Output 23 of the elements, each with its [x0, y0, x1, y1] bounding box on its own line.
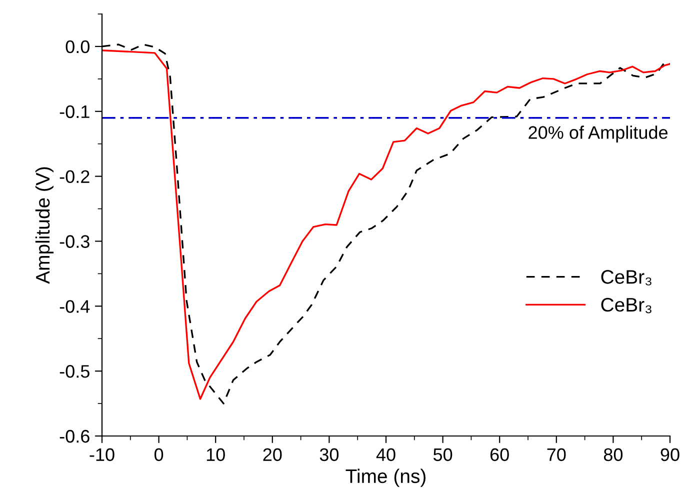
y-tick-label: -0.1	[60, 105, 90, 118]
x-tick-label: 80	[604, 448, 623, 462]
x-tick-label: 0	[154, 448, 164, 462]
legend-label: CeBr₃	[601, 270, 652, 286]
x-tick-label: 10	[206, 448, 225, 462]
y-tick-label: -0.2	[60, 170, 90, 184]
y-tick-label: -0.4	[60, 300, 90, 313]
y-tick-label: -0.3	[60, 235, 90, 248]
x-tick-label: 50	[433, 448, 452, 462]
legend-label: CeBr₃	[601, 298, 652, 314]
x-tick-label: 40	[376, 448, 396, 462]
y-tick-label: -0.6	[60, 430, 90, 443]
ref-line-label: 20% of Amplitude	[528, 126, 668, 142]
y-tick-label: -0.5	[60, 365, 90, 378]
y-tick-label: 0.0	[66, 40, 90, 54]
x-tick-label: 20	[263, 448, 282, 462]
x-tick-label: 90	[660, 448, 680, 462]
x-tick-label: 70	[547, 448, 566, 462]
x-tick-label: -10	[90, 448, 114, 462]
x-tick-label: 30	[320, 448, 339, 462]
x-axis-title: Time (ns)	[346, 468, 426, 487]
x-tick-label: 60	[490, 448, 509, 462]
y-axis-title: Amplitude (V)	[35, 167, 54, 284]
